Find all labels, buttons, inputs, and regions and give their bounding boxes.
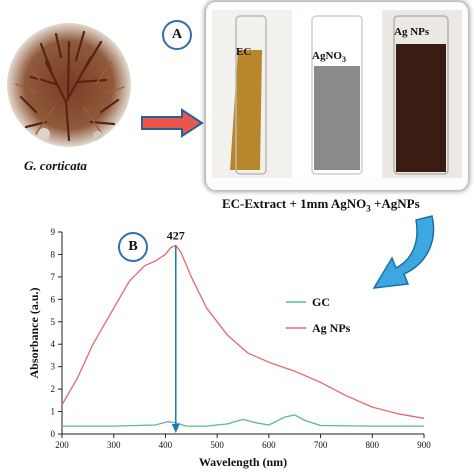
x-tick-label: 200 bbox=[55, 440, 69, 450]
y-tick-label: 7 bbox=[51, 272, 56, 282]
tube-agnps: Ag NPs bbox=[382, 10, 462, 178]
peak-label: 427 bbox=[167, 228, 185, 242]
x-tick-label: 300 bbox=[107, 440, 121, 450]
y-tick-label: 1 bbox=[51, 407, 56, 417]
y-tick-label: 5 bbox=[51, 317, 56, 327]
x-tick-label: 800 bbox=[366, 440, 380, 450]
legend-label-gc: GC bbox=[312, 295, 330, 309]
series-line-gc bbox=[62, 414, 424, 427]
tube-agno3: AgNO3 bbox=[298, 10, 378, 178]
x-axis-label: Wavelength (nm) bbox=[199, 455, 287, 469]
absorbance-chart: 200 300 400 500 600 700 800 900 0 1 2 3 4 5 6 7 8 9 Wavele… bbox=[27, 227, 431, 469]
tube-ec-label: EC bbox=[236, 46, 252, 58]
y-tick-label: 3 bbox=[51, 362, 56, 372]
y-tick-label: 0 bbox=[51, 429, 56, 439]
y-tick-label: 8 bbox=[51, 249, 56, 259]
species-label: G. corticata bbox=[24, 158, 87, 173]
photo-caption: EC-Extract + 1mm AgNO3 +AgNPs bbox=[222, 196, 420, 214]
x-tick-label: 700 bbox=[314, 440, 328, 450]
y-tick-label: 4 bbox=[51, 339, 56, 349]
tube-agnps-label: Ag NPs bbox=[394, 26, 430, 38]
x-tick-label: 500 bbox=[210, 440, 224, 450]
panel-b-label: B bbox=[118, 232, 148, 262]
test-tubes-photo: EC AgNO3 Ag NPs bbox=[206, 2, 468, 190]
tube-agno3-label: AgNO3 bbox=[312, 50, 346, 65]
y-tick-label: 6 bbox=[51, 294, 56, 304]
x-tick-label: 400 bbox=[159, 440, 173, 450]
y-axis-label: Absorbance (a.u.) bbox=[27, 287, 41, 378]
curved-arrow-icon bbox=[372, 215, 435, 289]
series-line-ag-nps bbox=[61, 244, 425, 419]
panel-a-label: A bbox=[162, 20, 192, 50]
tube-agnps-liquid bbox=[396, 44, 446, 172]
tube-ec: EC bbox=[212, 10, 292, 178]
y-tick-label: 2 bbox=[51, 384, 56, 394]
y-tick-label: 9 bbox=[51, 227, 56, 237]
peak-arrow-head bbox=[171, 424, 180, 433]
arrow-right-icon bbox=[141, 108, 204, 138]
x-tick-label: 600 bbox=[262, 440, 276, 450]
tube-ec-liquid bbox=[230, 50, 262, 170]
tube-agno3-liquid bbox=[314, 66, 360, 170]
x-tick-label: 900 bbox=[417, 440, 431, 450]
legend-label-ag-nps: Ag NPs bbox=[312, 321, 351, 335]
seaweed-specimen-image bbox=[7, 23, 131, 147]
